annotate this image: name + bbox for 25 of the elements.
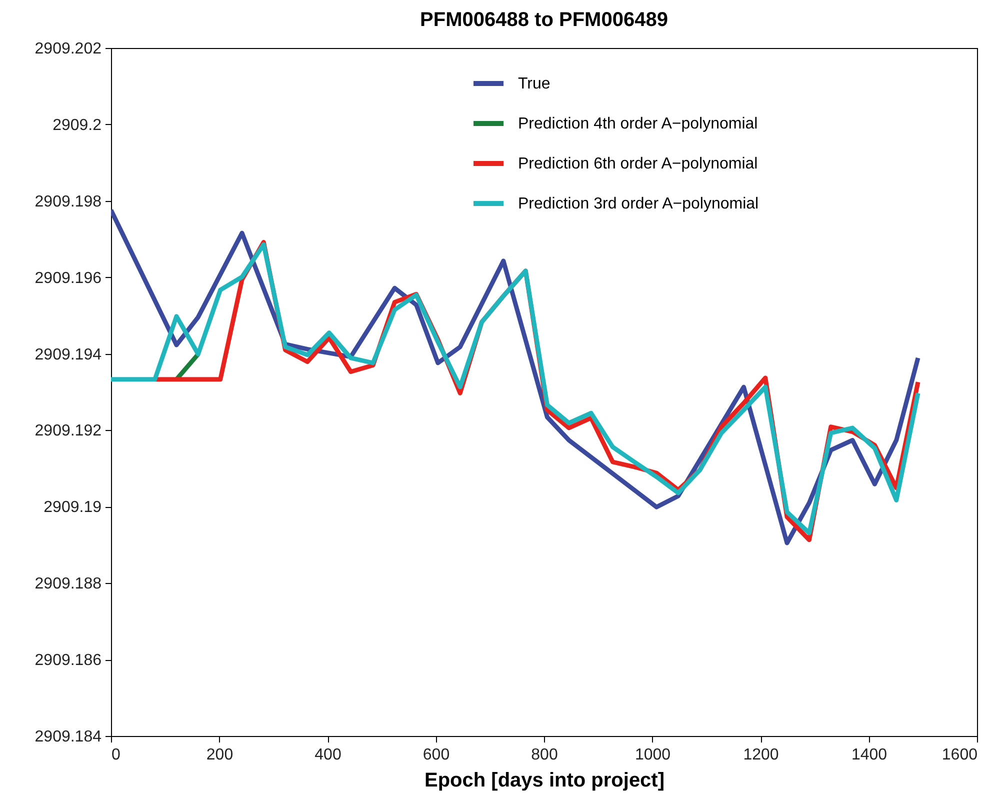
x-tick-label: 800: [531, 746, 558, 764]
y-tick-label: 2909.192: [34, 422, 102, 440]
y-tick-label: 2909.196: [34, 270, 102, 287]
x-tick-label: 1200: [743, 746, 779, 764]
y-tick-label: 2909.188: [34, 576, 102, 593]
chart-title: PFM006488 to PFM006489: [420, 9, 668, 31]
x-axis-title: Epoch [days into project]: [424, 770, 665, 792]
x-tick-label: 0: [112, 746, 120, 764]
y-tick-label: 2909.19: [44, 499, 102, 516]
y-tick-label: 2909.2: [52, 116, 102, 134]
x-tick-label: 1000: [634, 746, 671, 764]
y-tick-label: 2909.202: [34, 40, 102, 58]
legend-label: Prediction 4th order A−polynomial: [518, 116, 758, 132]
y-tick-label: 2909.198: [34, 193, 102, 210]
x-tick-label: 1600: [942, 746, 978, 764]
legend-label: True: [518, 76, 550, 92]
y-tick-label: 2909.194: [34, 346, 102, 364]
x-tick-label: 200: [206, 746, 234, 764]
y-tick-label: 2909.184: [34, 728, 102, 746]
x-tick-label: 600: [422, 746, 450, 764]
legend-label: Prediction 6th order A−polynomial: [518, 156, 758, 172]
y-tick-label: 2909.186: [34, 652, 102, 670]
x-tick-label: 400: [314, 746, 342, 764]
x-tick-label: 1400: [851, 746, 888, 764]
legend-label: Prediction 3rd order A−polynomial: [518, 196, 759, 212]
